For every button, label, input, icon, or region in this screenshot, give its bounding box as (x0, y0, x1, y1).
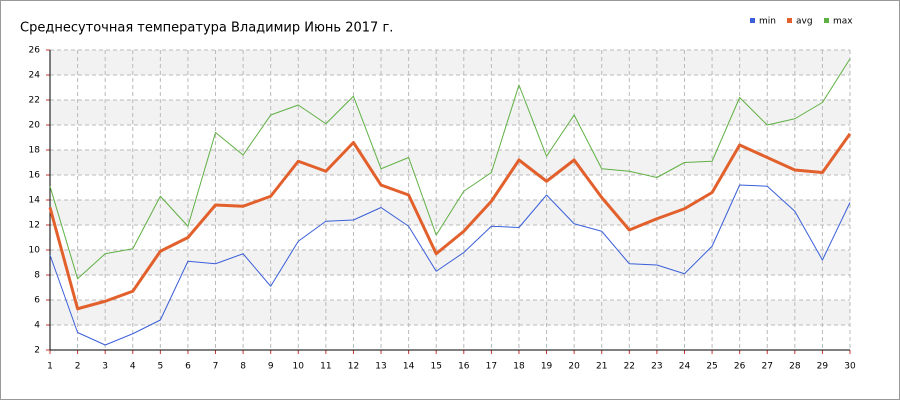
x-tick-label: 25 (706, 362, 717, 372)
y-tick-label: 20 (29, 121, 41, 131)
y-tick-label: 22 (29, 96, 40, 106)
x-tick-label: 5 (157, 362, 163, 372)
x-tick-label: 7 (213, 362, 219, 372)
x-tick-label: 29 (817, 362, 829, 372)
x-tick-label: 18 (513, 362, 525, 372)
x-tick-label: 16 (458, 362, 470, 372)
x-tick-label: 12 (348, 362, 359, 372)
x-tick-label: 6 (185, 362, 191, 372)
y-tick-label: 12 (29, 221, 40, 231)
x-tick-label: 27 (762, 362, 773, 372)
bands (50, 50, 850, 325)
y-tick-label: 8 (34, 271, 40, 281)
x-tick-label: 8 (240, 362, 246, 372)
x-tick-label: 15 (430, 362, 441, 372)
x-tick-label: 3 (102, 362, 108, 372)
legend-label: max (833, 17, 853, 27)
band (50, 50, 850, 75)
y-tick-label: 10 (29, 246, 41, 256)
legend-swatch (787, 18, 792, 23)
y-tick-label: 2 (34, 346, 40, 356)
y-tick-label: 26 (29, 46, 41, 56)
legend-swatch (824, 18, 829, 23)
y-tick-label: 14 (29, 196, 41, 206)
y-tick-label: 4 (34, 321, 40, 331)
legend-swatch (750, 18, 755, 23)
y-tick-label: 18 (29, 146, 41, 156)
x-tick-label: 22 (624, 362, 635, 372)
x-tick-label: 20 (568, 362, 580, 372)
x-tick-label: 1 (47, 362, 53, 372)
x-tick-label: 19 (541, 362, 553, 372)
x-tick-label: 9 (268, 362, 274, 372)
band (50, 300, 850, 325)
x-tick-label: 17 (486, 362, 497, 372)
x-tick-label: 28 (789, 362, 801, 372)
series-line (48, 132, 852, 311)
series-line (49, 58, 851, 280)
x-tick-label: 14 (403, 362, 415, 372)
y-tick-label: 16 (29, 171, 41, 181)
x-tick-label: 26 (734, 362, 746, 372)
x-tick-label: 2 (75, 362, 81, 372)
x-tick-label: 24 (679, 362, 691, 372)
legend-label: min (759, 17, 776, 27)
x-tick-label: 4 (130, 362, 136, 372)
y-tick-label: 6 (34, 296, 40, 306)
series-line (49, 184, 851, 346)
x-tick-label: 21 (596, 362, 607, 372)
x-tick-label: 10 (293, 362, 305, 372)
x-tick-label: 30 (844, 362, 856, 372)
chart-title: Среднесуточная температура Владимир Июнь… (20, 21, 393, 36)
x-tick-label: 23 (651, 362, 662, 372)
band (50, 100, 850, 125)
x-tick-label: 11 (320, 362, 331, 372)
band (50, 150, 850, 175)
y-tick-label: 24 (29, 71, 41, 81)
band (50, 250, 850, 275)
legend-label: avg (796, 17, 813, 27)
x-tick-label: 13 (375, 362, 386, 372)
